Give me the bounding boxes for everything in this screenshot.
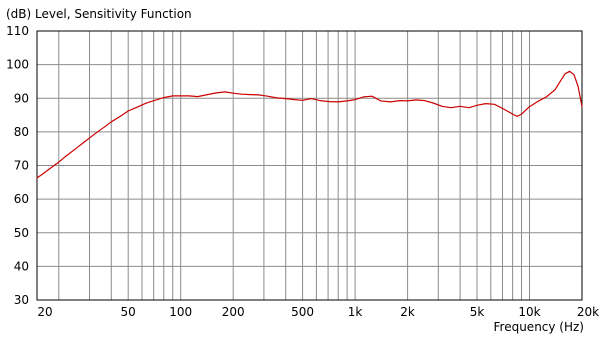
x-tick-label: 20 [37, 305, 52, 319]
x-tick-label: 100 [169, 305, 192, 319]
y-tick-label: 100 [6, 58, 29, 72]
x-tick-label: 50 [121, 305, 136, 319]
y-tick-label: 60 [14, 192, 29, 206]
y-tick-label: 40 [14, 259, 29, 273]
x-tick-label: 1k [348, 305, 363, 319]
x-tick-label: 200 [222, 305, 245, 319]
y-tick-label: 30 [14, 293, 29, 307]
x-tick-label: 5k [470, 305, 485, 319]
plot-frame [36, 30, 583, 301]
y-tick-label: 70 [14, 159, 29, 173]
y-tick-label: 50 [14, 226, 29, 240]
y-tick-label: 90 [14, 91, 29, 105]
series-layer [36, 70, 583, 179]
x-axis-label: Frequency (Hz) [494, 320, 585, 334]
chart-title: (dB) Level, Sensitivity Function [6, 7, 192, 21]
grid [37, 31, 582, 300]
y-tick-label: 80 [14, 125, 29, 139]
series-line [36, 70, 583, 179]
y-axis-ticks: 30 40 50 60 70 80 90 100 110 [6, 24, 29, 307]
x-axis-ticks: 20 50 100 200 500 1k 2k 5k 10k 20k [37, 305, 599, 319]
y-tick-label: 110 [6, 24, 29, 38]
x-tick-label: 500 [291, 305, 314, 319]
x-tick-label: 10k [518, 305, 540, 319]
x-tick-label: 20k [577, 305, 599, 319]
x-tick-label: 2k [400, 305, 415, 319]
